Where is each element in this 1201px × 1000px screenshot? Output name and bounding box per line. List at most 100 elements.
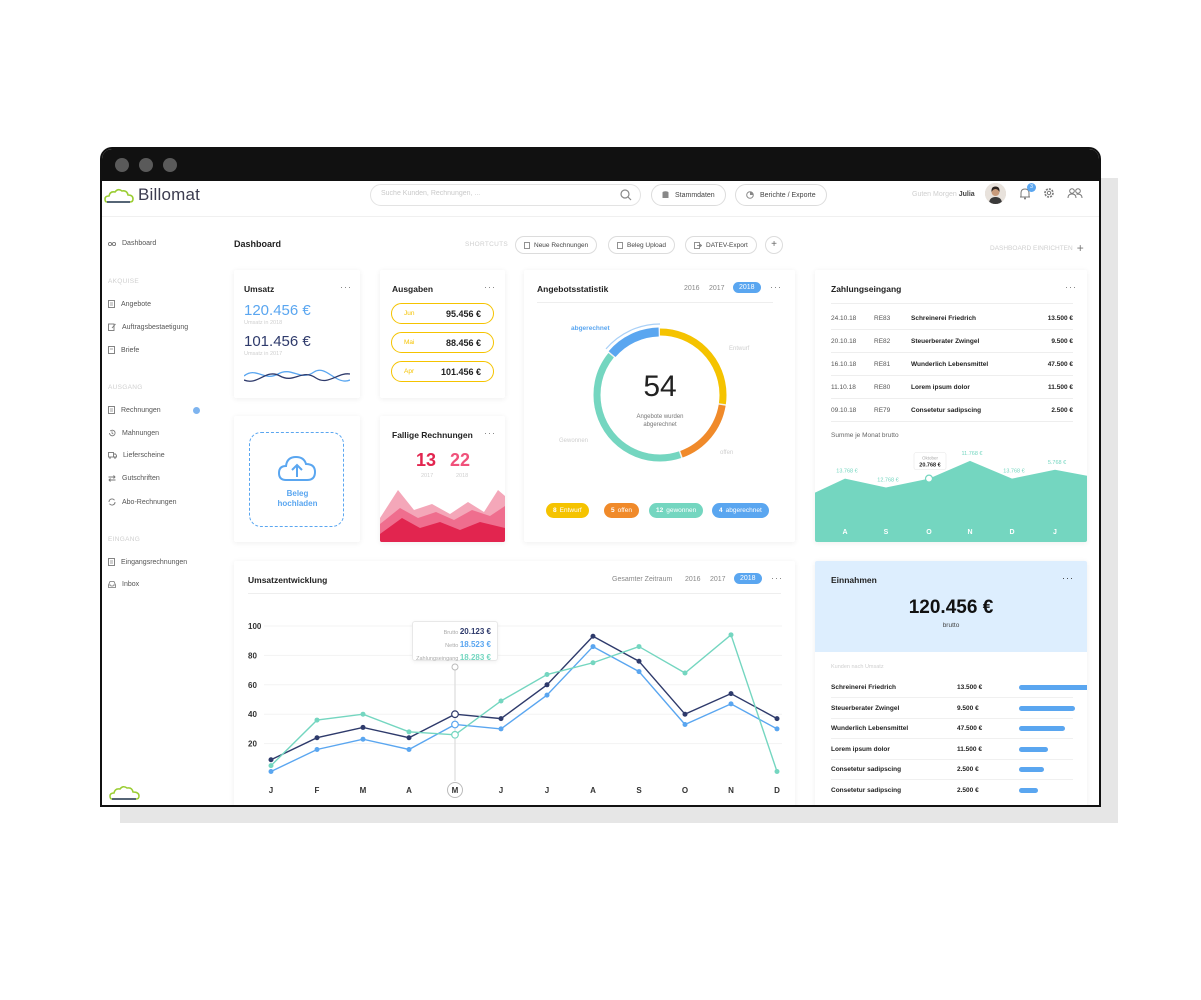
sidebar-item-mahnungen[interactable]: Mahnungen [108,429,159,437]
legend-gewonnen[interactable]: 12 gewonnen [649,503,704,518]
search-box[interactable] [370,184,641,206]
window-close-dot[interactable] [115,158,129,172]
shortcut-datev-export[interactable]: DATEV-Export [685,236,757,254]
angebot-year-2016[interactable]: 2016 [684,285,700,292]
upload-card: Beleg hochladen [234,416,360,542]
ausgaben-more-button[interactable]: ··· [484,282,496,292]
zahlung-sum-label: Summe je Monat brutto [831,432,899,439]
area-tooltip-title: Oktober [922,456,939,461]
faellige-area-chart [380,490,505,542]
x-tick-label: J [269,786,273,795]
umsatz-more-button[interactable]: ··· [340,282,352,292]
berichte-button[interactable]: Berichte / Exporte [735,184,827,206]
upload-label: Beleg hochladen [250,489,345,509]
sidebar-item-lieferscheine[interactable]: Lieferscheine [108,452,165,459]
sidebar-item-briefe[interactable]: Briefe [108,346,139,354]
list-item[interactable]: Consetetur sadipscing 2.500 € [831,781,1073,801]
area-x-tick: S [884,529,889,536]
series-brutto-point [590,633,596,639]
sidebar-item-gutschriften[interactable]: Gutschriften [108,475,160,482]
sidebar-item-dashboard[interactable]: Dashboard [108,240,156,247]
area-tooltip: Oktober 20.768 € [913,452,947,470]
customer-amount: 2.500 € [957,766,979,773]
customer-name: Consetetur sadipscing [831,766,902,773]
series-netto-point-highlight [451,720,459,729]
ausgaben-value: 95.456 € [445,309,481,319]
series-netto-point [314,746,320,752]
bell-icon[interactable] [1019,187,1031,200]
tooltip-row-netto: Netto 18.523 € [416,639,491,652]
dashboard-setup-link[interactable]: DASHBOARD EINRICHTEN + [990,241,1084,255]
customer-name: Lorem ipsum dolor [831,745,890,753]
sidebar-item-abo-rechnungen[interactable]: Abo-Rechnungen [108,498,177,506]
series-brutto-point [498,716,504,722]
ausgaben-row[interactable]: Jun 95.456 € [391,303,494,324]
list-item[interactable]: Steuerberater Zwingel 9.500 € [831,699,1075,719]
window-minimize-dot[interactable] [139,158,153,172]
ausgaben-row[interactable]: Mai 88.456 € [391,332,494,353]
umsatzentwicklung-more-button[interactable]: ··· [771,573,783,583]
sidebar-item-auftragsbestaetigung[interactable]: Auftragsbestaetigung [108,323,188,331]
sidebar-item-angebote[interactable]: Angebote [108,300,151,308]
list-item[interactable]: Wunderlich Lebensmittel 47.500 € [831,719,1073,739]
add-shortcut-button[interactable]: + [765,236,783,254]
shortcut-beleg-upload[interactable]: Beleg Upload [608,236,676,254]
list-item[interactable]: Schreinerei Friedrich 13.500 € [831,678,1087,698]
history-icon [109,429,116,437]
umsatz-year-2018[interactable]: 2018 [734,573,762,584]
search-input[interactable] [381,190,611,197]
app-logo[interactable]: Billomat [104,185,200,205]
einnahmen-more-button[interactable]: ··· [1062,573,1074,583]
ausgaben-title: Ausgaben [392,284,434,294]
users-icon[interactable] [1067,187,1083,199]
sidebar-item-eingangsrechnungen[interactable]: Eingangsrechnungen [108,558,187,566]
sidebar-item-rechnungen[interactable]: Rechnungen [108,406,200,414]
umsatz-current-value: 120.456 € [244,302,311,319]
ausgaben-month: Jun [404,310,415,317]
payment-customer: Wunderlich Lebensmittel [911,361,989,368]
umsatz-year-2016[interactable]: 2016 [685,576,701,583]
series-brutto-point [682,711,688,717]
zahlung-more-button[interactable]: ··· [1065,282,1077,292]
ausgaben-row[interactable]: Apr 101.456 € [391,361,494,382]
table-row[interactable]: 24.10.18 RE83 Schreinerei Friedrich 13.500 … [831,307,1073,330]
donut-highlight-arc [588,323,732,467]
upload-dropzone[interactable]: Beleg hochladen [249,432,344,527]
gear-icon[interactable] [1043,187,1055,199]
sidebar-item-label: Auftragsbestaetigung [122,323,189,331]
faellige-more-button[interactable]: ··· [484,428,496,438]
shortcuts-label: SHORTCUTS [465,241,509,248]
document-icon [524,241,530,249]
stammdaten-button[interactable]: Stammdaten [651,184,726,206]
angebot-year-2017[interactable]: 2017 [709,285,725,292]
legend-entwurf[interactable]: 8 Entwurf [546,503,589,518]
ausgaben-month: Mai [404,339,415,346]
period-all[interactable]: Gesamter Zeitraum [612,576,673,583]
angebot-more-button[interactable]: ··· [770,282,782,292]
table-row[interactable]: 09.10.18 RE79 Consetetur sadipscing 2.500 € [831,399,1073,422]
umsatz-year-2017[interactable]: 2017 [710,576,726,583]
avatar[interactable] [985,183,1006,204]
customer-name: Consetetur sadipscing [831,786,902,794]
table-row[interactable]: 16.10.18 RE81 Wunderlich Lebensmittel 47.50… [831,353,1073,376]
faellige-count-2018: 22 [450,450,471,470]
legend-abgerechnet[interactable]: 4 abgerechnet [712,503,769,518]
angebot-divider [537,302,773,303]
table-row[interactable]: 20.10.18 RE82 Steuerberater Zwingel 9.500 € [831,330,1073,353]
list-item[interactable]: Consetetur sadipscing 2.500 € [831,760,1073,780]
angebot-year-2018[interactable]: 2018 [733,282,761,293]
window-maximize-dot[interactable] [163,158,177,172]
umsatz-current-label: Umsatz in 2018 [244,320,283,326]
search-icon[interactable] [620,189,632,201]
row-divider [831,697,1073,698]
row-divider [831,779,1073,780]
sidebar-item-label: Briefe [121,346,140,354]
table-row[interactable]: 11.10.18 RE80 Lorem ipsum dolor 11.500 € [831,376,1073,399]
shortcut-neue-rechnungen[interactable]: Neue Rechnungen [515,236,598,254]
sidebar-item-inbox[interactable]: Inbox [108,581,139,588]
legend-offen[interactable]: 5 offen [604,503,639,518]
list-item[interactable]: Lorem ipsum dolor 11.500 € [831,740,1073,760]
tooltip-value: 18.283 € [459,653,491,662]
user-name: Julia [958,191,975,198]
angebot-label-abgerechnet: abgerechnet [571,325,610,332]
